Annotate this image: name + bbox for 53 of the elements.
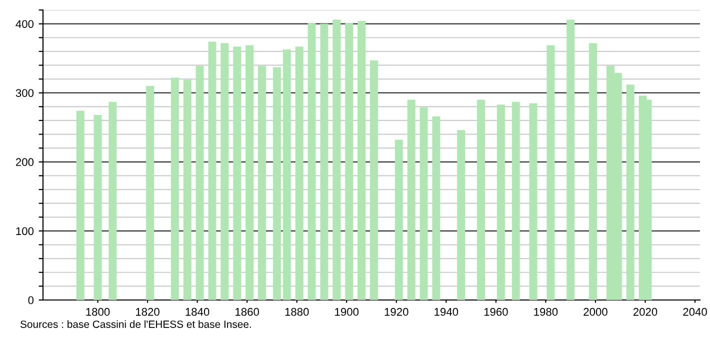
bar [394, 140, 403, 300]
bar [566, 20, 575, 300]
bar [233, 46, 242, 300]
bar [332, 20, 341, 300]
x-tick-label: 1980 [534, 308, 558, 316]
bar [76, 110, 84, 300]
bar [220, 43, 229, 300]
x-tick-label: 2040 [683, 308, 707, 316]
bar [282, 49, 291, 300]
bar [345, 23, 354, 300]
x-tick-label: 1800 [86, 308, 110, 316]
bar [457, 130, 466, 300]
x-tick-label: 2000 [584, 308, 608, 316]
bar [246, 45, 254, 300]
y-tick-label: 400 [16, 20, 34, 28]
bar [589, 43, 597, 300]
x-tick-label: 1820 [136, 308, 160, 316]
bar [407, 100, 416, 300]
bar [320, 24, 328, 300]
bar [358, 21, 366, 300]
bar [196, 66, 204, 300]
bar [272, 67, 281, 300]
bar [496, 104, 505, 300]
bar [477, 100, 485, 300]
x-tick-label: 1860 [236, 308, 259, 316]
bar [208, 42, 216, 300]
y-tick-label: 100 [16, 227, 34, 236]
bar [370, 60, 378, 300]
bar [170, 78, 179, 300]
bar [626, 84, 634, 300]
bar [546, 45, 555, 300]
bar [529, 103, 538, 300]
y-tick-label: 0 [28, 296, 34, 304]
source-note: Sources : base Cassini de l'EHESS et base Insee. [20, 320, 251, 328]
bar [512, 102, 520, 300]
x-tick-label: 1880 [285, 308, 309, 316]
x-tick-label: 1960 [484, 308, 508, 316]
bar [94, 114, 102, 300]
x-tick-label: 1920 [384, 308, 408, 316]
bar [183, 80, 192, 300]
bar [432, 116, 440, 300]
bar [295, 46, 304, 300]
y-tick-label: 200 [16, 158, 34, 166]
x-tick-label: 1900 [335, 308, 359, 316]
bar [420, 107, 428, 300]
bar [108, 102, 117, 300]
bar [308, 23, 316, 300]
bar [146, 86, 154, 300]
y-tick-label: 300 [16, 89, 34, 97]
bar [258, 66, 266, 300]
x-tick-label: 2020 [633, 308, 658, 316]
x-tick-label: 1940 [434, 308, 458, 316]
x-tick-label: 1840 [186, 308, 210, 316]
